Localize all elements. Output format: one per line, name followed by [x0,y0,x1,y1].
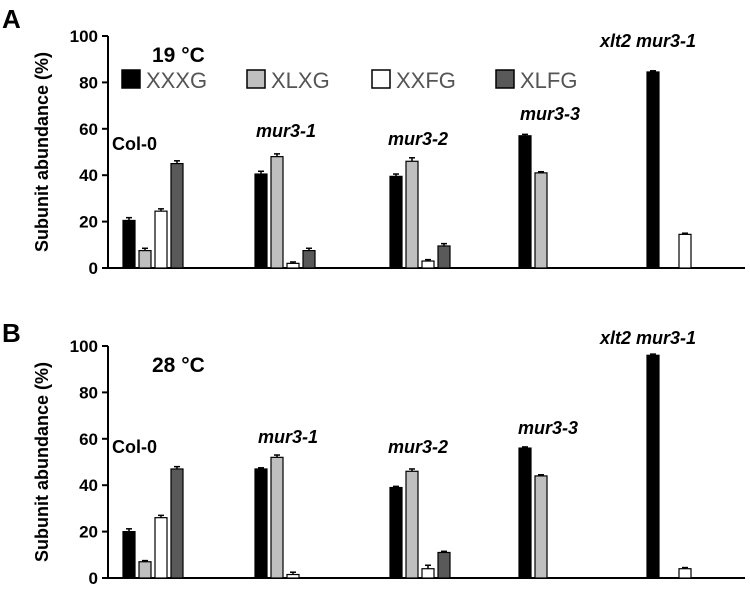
panel-A: A 19 °C 0 20 40 60 80 100 Subunit abundance (%) C… [2,4,745,278]
y-tick-label: 60 [79,120,98,139]
bar-xxfg-1 [154,210,168,269]
bar-xxxg-5 [646,354,660,579]
y-tick-label: 0 [89,259,98,278]
category-label-2: mur3-1 [258,427,318,447]
y-tick-label: 20 [79,523,98,542]
bar-xlfg-3 [437,551,451,579]
legend-label-xxfg: XXFG [396,68,456,93]
y-tick-label: 60 [79,430,98,449]
y-tick-label: 40 [79,166,98,185]
bar-xlfg-1 [170,163,184,269]
legend-swatch-xxxg [121,69,141,89]
bar-xxxg-3 [389,175,403,269]
bar-xxxg-5 [646,71,660,269]
bar-xxxg-1 [122,530,136,579]
panel-label: B [2,318,21,348]
panel-label: A [2,4,21,34]
bar-xxfg-1 [154,517,168,579]
bar-xlxg-3 [405,470,419,579]
bar-xlxg-1 [138,250,152,269]
category-label-1: Col-0 [112,437,157,457]
bar-xxxg-4 [518,135,532,269]
bar-xlxg-2 [270,156,284,269]
bar-xlxg-1 [138,561,152,579]
legend-label-xlfg: XLFG [520,68,577,93]
bar-xlxg-3 [405,160,419,269]
bar-xlfg-1 [170,468,184,579]
bar-xxfg-3 [421,260,435,269]
y-axis-label: Subunit abundance (%) [32,362,52,562]
bar-xlxg-2 [270,456,284,579]
category-label-1: Col-0 [112,134,157,154]
panel-B: B 28 °C 0 20 40 60 80 100 Subunit abundance (%) C… [2,318,745,588]
category-label-5: xlt2 mur3-1 [599,31,696,51]
bar-xxfg-5 [678,568,692,579]
legend-swatch-xxfg [371,69,391,89]
bar-xlxg-4 [534,475,548,579]
legend-label-xxxg: XXXG [146,68,207,93]
bar-xlxg-4 [534,172,548,269]
panel-title: 19 °C [152,44,205,67]
bar-xxfg-5 [678,233,692,269]
bar-xxfg-2 [286,573,300,579]
category-label-3: mur3-2 [388,129,448,149]
panel-title: 28 °C [152,354,205,377]
legend-swatch-xlxg [246,69,266,89]
bar-xxxg-4 [518,447,532,579]
y-tick-label: 80 [79,383,98,402]
y-tick-label: 20 [79,213,98,232]
legend-swatch-xlfg [495,69,515,89]
bar-xxfg-3 [421,568,435,579]
bar-xxfg-2 [286,262,300,269]
bar-xlfg-3 [437,245,451,269]
legend-label-xlxg: XLXG [271,68,330,93]
category-label-4: mur3-3 [518,418,578,438]
legend: XXXG XLXG XXFG XLFG [121,68,577,93]
y-axis-label: Subunit abundance (%) [32,52,52,252]
y-tick-label: 40 [79,476,98,495]
category-label-4: mur3-3 [520,104,580,124]
bar-xxxg-1 [122,219,136,269]
category-label-3: mur3-2 [388,437,448,457]
bar-xxxg-3 [389,486,403,579]
bar-xxxg-2 [254,173,268,269]
y-tick-label: 0 [89,569,98,588]
y-tick-label: 100 [70,27,98,46]
bar-xlfg-2 [302,250,316,269]
category-label-2: mur3-1 [256,121,316,141]
bar-xxxg-2 [254,468,268,579]
category-label-5: xlt2 mur3-1 [599,328,696,348]
y-tick-label: 80 [79,73,98,92]
y-tick-label: 100 [70,337,98,356]
